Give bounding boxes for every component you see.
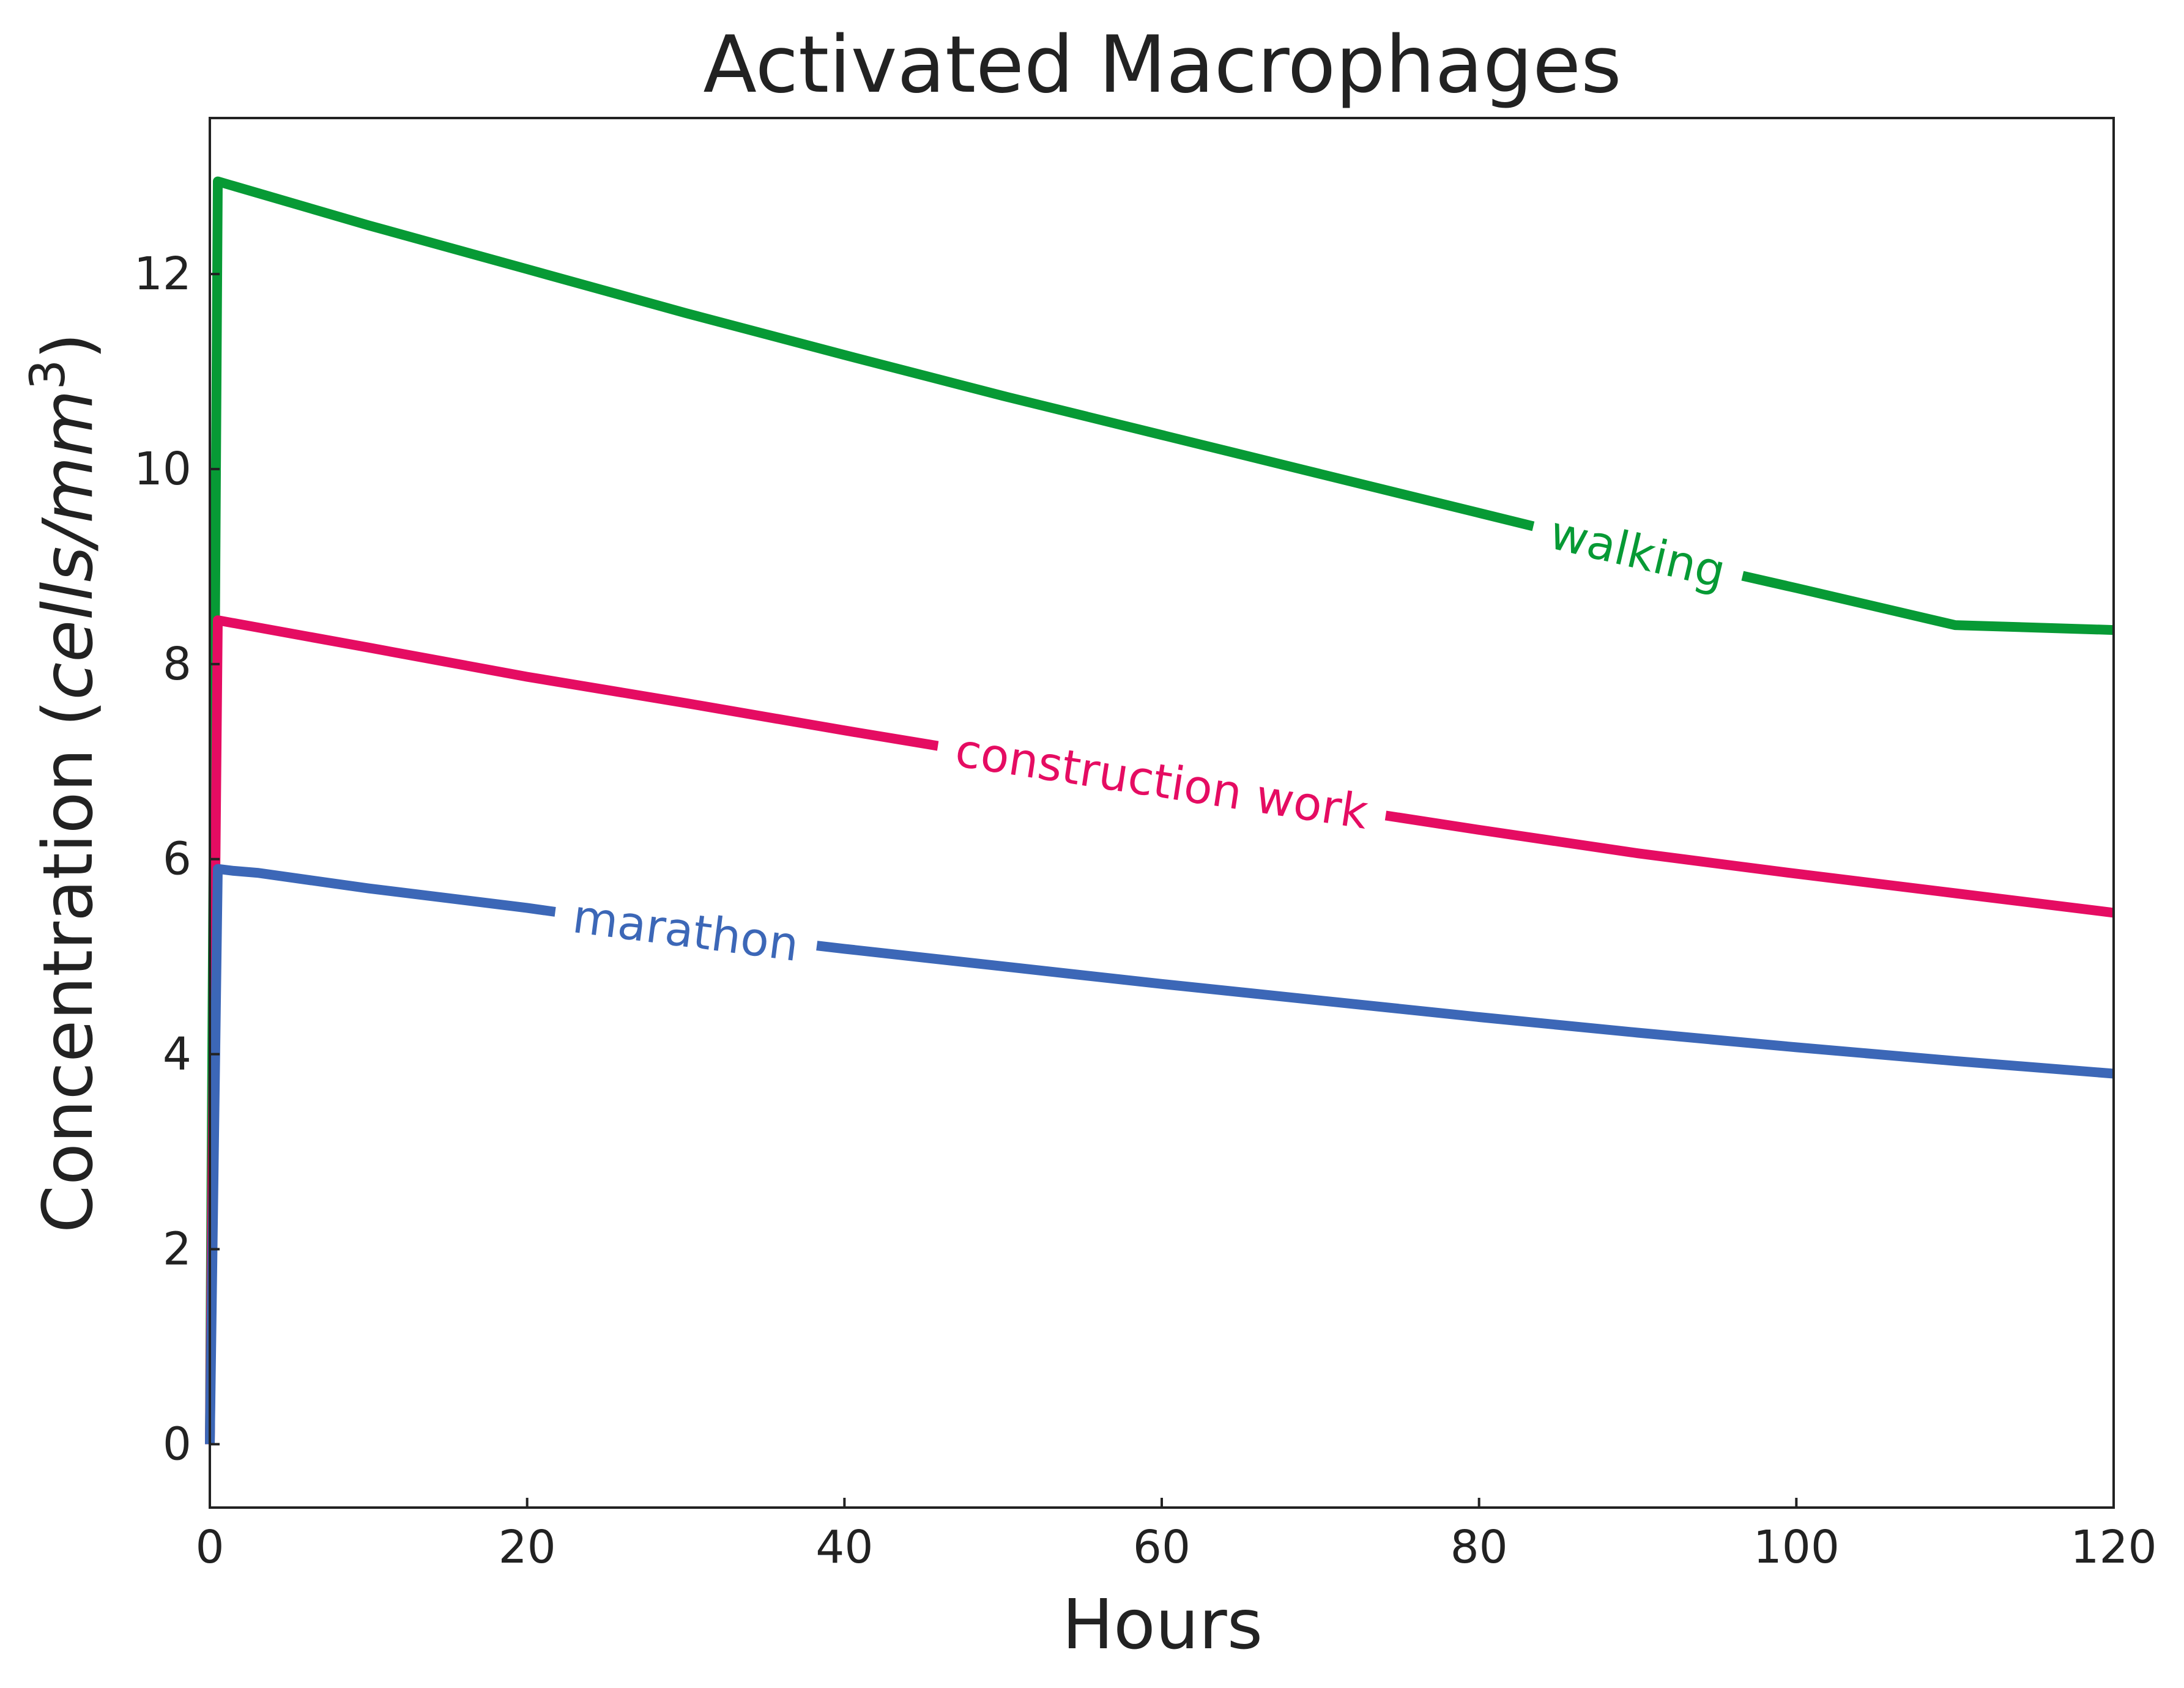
series-label-background-2 xyxy=(551,883,821,978)
y-tick-label: 10 xyxy=(134,443,191,495)
y-axis-label: Concentration (cells/mm3) xyxy=(21,333,108,1233)
x-tick-label: 100 xyxy=(1753,1521,1840,1574)
y-tick-label: 0 xyxy=(163,1418,191,1470)
tick-layer: 0 20 40 60 80 100 120 0 2 4 6 8 10 12 xyxy=(134,248,2157,1574)
plot-frame xyxy=(209,117,2115,1509)
y-axis-label-prefix: Concentration ( xyxy=(29,700,108,1233)
chart-title: Activated Macrophages xyxy=(703,20,1621,111)
series-line-2 xyxy=(205,864,2114,1445)
series-line-0 xyxy=(205,176,2114,1445)
x-tick-label: 120 xyxy=(2070,1521,2156,1574)
x-tick-label: 20 xyxy=(499,1521,556,1574)
x-tick-label: 40 xyxy=(815,1521,873,1574)
x-tick-label: 60 xyxy=(1133,1521,1190,1574)
y-axis-label-exponent: 3 xyxy=(21,360,76,390)
x-tick-label: 0 xyxy=(195,1521,224,1574)
y-tick-label: 6 xyxy=(163,833,191,886)
y-tick-label: 12 xyxy=(134,248,191,300)
y-axis-label-units: cells/mm xyxy=(29,390,108,700)
x-axis-label: Hours xyxy=(1062,1585,1263,1665)
y-tick-label: 2 xyxy=(163,1223,191,1275)
series-label-background-0 xyxy=(1526,497,1750,607)
y-tick-label: 8 xyxy=(163,638,191,690)
y-tick-label: 4 xyxy=(163,1028,191,1081)
x-tick-label: 80 xyxy=(1450,1521,1508,1574)
series-label-background-1 xyxy=(933,716,1391,846)
y-axis-label-suffix: ) xyxy=(29,333,108,360)
